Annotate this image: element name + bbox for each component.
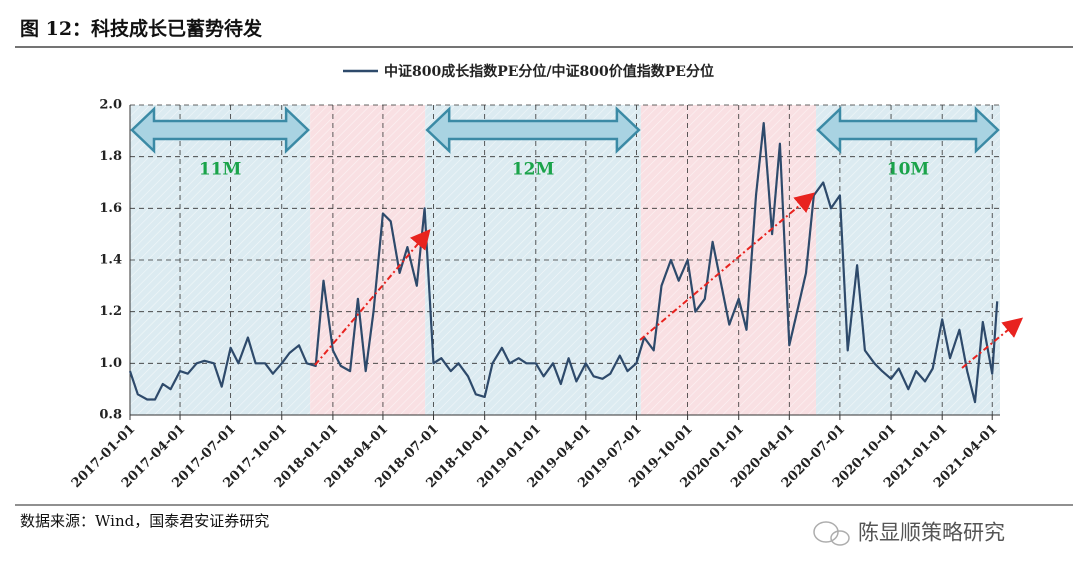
- trend-arrow: [314, 228, 431, 366]
- chart-title: 图 12：科技成长已蓄势待发: [20, 17, 263, 40]
- watermark: 陈显顺策略研究: [858, 521, 1005, 545]
- y-tick-label: 2.0: [99, 98, 122, 113]
- y-tick-label: 1.4: [99, 253, 122, 268]
- series-line: [128, 122, 999, 404]
- y-tick-label: 1.6: [99, 201, 122, 216]
- span-arrow: [130, 106, 310, 154]
- span-arrow: [425, 106, 641, 154]
- span-label: 11M: [199, 160, 242, 180]
- source-note: 数据来源：Wind，国泰君安证券研究: [20, 512, 269, 530]
- trend-arrow: [961, 317, 1024, 369]
- watermark-icon: [813, 521, 850, 546]
- span-arrow: [816, 106, 1000, 154]
- y-tick-label: 0.8: [99, 408, 122, 423]
- y-tick-label: 1.2: [99, 304, 122, 319]
- span-label: 10M: [887, 160, 930, 180]
- span-label: 12M: [512, 160, 555, 180]
- y-tick-label: 1.8: [99, 149, 122, 164]
- trend-arrow: [639, 192, 816, 341]
- y-tick-label: 1.0: [99, 356, 122, 371]
- legend-label: 中证800成长指数PE分位/中证800价值指数PE分位: [384, 63, 714, 80]
